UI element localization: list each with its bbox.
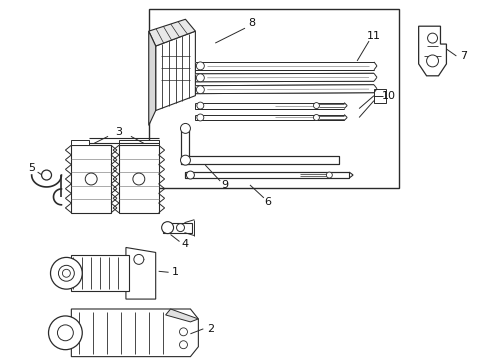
Polygon shape [196,85,374,94]
Circle shape [197,102,204,109]
Circle shape [49,316,82,350]
Polygon shape [196,114,344,121]
Bar [149,9,399,188]
Polygon shape [196,73,374,82]
Circle shape [85,173,97,185]
Circle shape [58,265,74,281]
Circle shape [428,33,438,43]
Polygon shape [181,129,190,164]
Polygon shape [166,309,198,322]
Polygon shape [119,140,159,145]
Bar [119,145,159,213]
Text: 3: 3 [116,127,122,138]
Polygon shape [185,172,349,178]
Text: 10: 10 [382,91,396,101]
Polygon shape [418,26,446,76]
Text: 5: 5 [28,163,35,173]
Circle shape [62,269,71,277]
Text: 4: 4 [182,239,189,249]
Circle shape [180,123,191,133]
Text: 11: 11 [367,31,381,41]
Polygon shape [149,31,156,125]
Circle shape [197,114,204,121]
Polygon shape [181,156,339,164]
Circle shape [179,328,188,336]
Circle shape [187,171,195,179]
Circle shape [196,86,204,94]
Text: 6: 6 [264,197,271,207]
Bar [72,145,111,213]
Polygon shape [149,19,196,46]
Circle shape [57,325,74,341]
Circle shape [427,55,439,67]
Text: 2: 2 [207,324,214,334]
Polygon shape [196,103,344,109]
Polygon shape [126,247,156,299]
Circle shape [42,170,51,180]
Circle shape [176,224,184,231]
Polygon shape [196,62,374,70]
Circle shape [326,172,332,178]
Polygon shape [72,255,129,291]
Polygon shape [72,309,198,357]
Text: 7: 7 [460,51,467,61]
Polygon shape [163,223,193,233]
Polygon shape [72,140,89,145]
Circle shape [133,173,145,185]
Circle shape [314,114,319,121]
Circle shape [179,341,188,349]
Circle shape [196,74,204,82]
Circle shape [196,62,204,70]
Text: 9: 9 [221,180,229,190]
Circle shape [314,103,319,109]
Text: 1: 1 [172,267,179,277]
Circle shape [180,155,191,165]
Circle shape [134,255,144,264]
Bar [374,89,386,103]
Circle shape [162,222,173,234]
Polygon shape [156,31,196,111]
Circle shape [50,257,82,289]
Text: 8: 8 [248,18,255,28]
